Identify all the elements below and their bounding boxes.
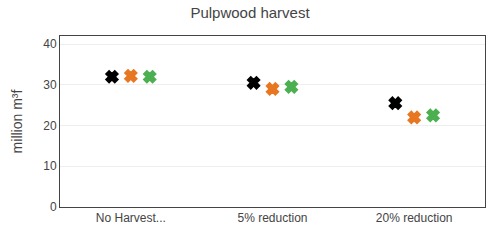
svg-text:5% reduction: 5% reduction [237,211,307,225]
svg-text:30: 30 [43,78,57,92]
svg-text:20% reduction: 20% reduction [376,211,453,225]
svg-text:40: 40 [43,37,57,51]
svg-text:10: 10 [43,159,57,173]
svg-text:Pulpwood harvest: Pulpwood harvest [190,4,310,21]
svg-text:No Harvest...: No Harvest... [96,211,166,225]
svg-text:million m³f: million m³f [9,90,25,154]
svg-text:0: 0 [50,200,57,214]
svg-text:20: 20 [43,119,57,133]
